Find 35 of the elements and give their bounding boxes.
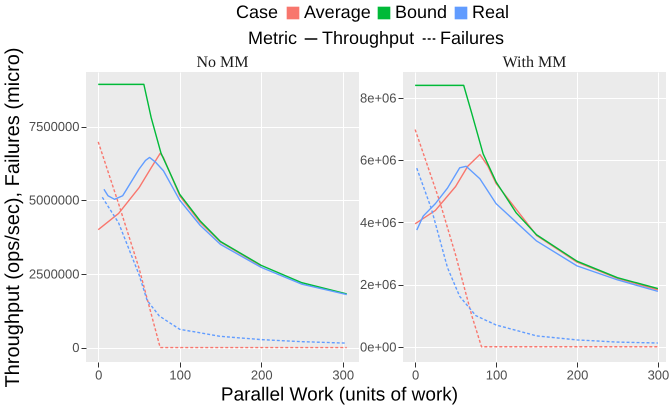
x-tick-label: 100	[486, 368, 508, 382]
y-tick-label: 2e+06	[360, 277, 396, 292]
x-axis-title: Parallel Work (units of work)	[220, 384, 458, 406]
legend-label: Real	[472, 2, 510, 22]
y-tick-label: 5000000	[28, 192, 80, 208]
line-series	[416, 167, 659, 344]
x-tick-label: 200	[250, 368, 273, 382]
y-tick-label: 0	[72, 340, 80, 356]
x-tick-label: 100	[169, 368, 192, 382]
x-tick-label: 0	[95, 368, 102, 382]
legend-label: Bound	[395, 2, 448, 22]
line-series	[103, 156, 348, 296]
y-tick-label: 8e+06	[360, 90, 396, 106]
text: Failures	[440, 28, 504, 48]
y-axis-title: Throughput (ops/sec), Failures (micro)	[2, 47, 24, 388]
line-series	[98, 141, 348, 348]
legend-label: Average	[304, 2, 371, 22]
x-tick-label: 0	[412, 368, 420, 382]
legend-title: Case	[236, 2, 278, 22]
line-series	[98, 84, 348, 295]
x-tick-label: 300	[648, 368, 670, 382]
y-tick-label: 2500000	[28, 266, 80, 282]
line-series	[414, 128, 659, 348]
y-tick-label: 7500000	[28, 119, 80, 134]
x-tick-label: 300	[332, 368, 354, 382]
chart-title: No MM	[196, 54, 249, 71]
line-series	[414, 84, 659, 290]
text: Metric	[248, 28, 297, 48]
y-tick-label: 6e+06	[360, 152, 396, 168]
line-series	[102, 196, 348, 344]
y-tick-label: 4e+06	[360, 214, 396, 230]
text: Throughput	[322, 28, 414, 48]
x-tick-label: 200	[566, 368, 588, 382]
chart-title: With MM	[502, 54, 566, 71]
y-tick-label: 0e+00	[360, 339, 396, 354]
